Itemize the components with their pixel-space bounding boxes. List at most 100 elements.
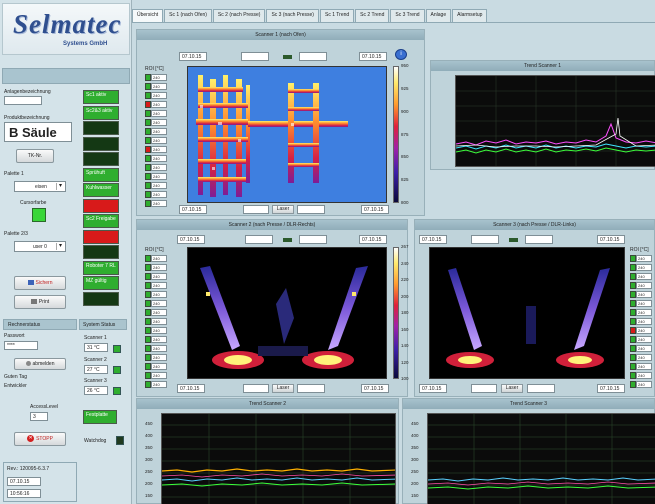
tab-1[interactable]: Sc 1 (nach Ofen) [164,9,212,23]
scanner1-bottom-field-b[interactable] [297,205,325,214]
tab-0[interactable]: Übersicht [132,9,164,23]
laser-led [509,238,518,242]
roi-row: 240 [145,273,170,281]
scanner1-bottom-field-a[interactable] [243,205,269,214]
roi-led [630,345,636,352]
roi-row: 240 [145,182,170,190]
roi-row: 240 [145,164,170,172]
roi-led [145,128,151,135]
roi-value: 240 [151,273,167,280]
roi-value: 240 [636,381,652,388]
y-tick-label: 450 [411,421,419,426]
roi-led [630,255,636,262]
roi-value: 240 [151,255,167,262]
password-field[interactable]: **** [4,341,38,350]
scale-tick-label: 825 [401,177,409,183]
tab-4[interactable]: Sc 1 Trend [319,9,355,23]
scanner2-date-bottom: 07.10.15 [177,384,205,393]
roi-led [145,327,151,334]
roi-row: 240 [145,381,170,389]
logout-icon [25,361,31,367]
tab-7[interactable]: Anlage [425,9,452,23]
tab-6[interactable]: Sc 3 Trend [390,9,425,23]
scale-tick-label: 180 [401,310,409,315]
printer-icon [30,299,37,305]
roi-row: 240 [145,137,170,145]
roi-value: 240 [636,327,652,334]
roi-value: 240 [636,309,652,316]
roi-led [145,200,151,207]
info-icon[interactable]: i [395,49,407,60]
roi-led [145,345,151,352]
roi-led [145,363,151,370]
scanner1-title: Scanner 1 (nach Ofen) [137,30,424,40]
scanner1-panel: Scanner 1 (nach Ofen) 07.10.15 07.10.15 … [136,29,425,216]
tab-5[interactable]: Sc 2 Trend [355,9,390,23]
status-indicator-2 [83,121,119,135]
logout-button[interactable]: abmelden [14,358,66,370]
scanner2-color-scale [393,247,399,379]
y-tick-label: 200 [411,481,419,486]
scanner2-bottom-field-a[interactable] [243,384,269,393]
scanner2-bottom-field-b[interactable] [297,384,325,393]
roi-row: 240 [630,345,655,353]
scale-tick-label: 267 [401,244,409,249]
scale-tick-label: 875 [401,131,409,137]
tab-2[interactable]: Sc 2 (nach Presse) [212,9,266,23]
scanner3-laser-button[interactable]: Laser [501,384,523,393]
scanner2-field-a[interactable] [245,235,273,244]
scanner3-date-right: 07.10.15 [597,235,625,244]
trend3-plot [427,413,655,504]
tab-8[interactable]: Alarmsetup [452,9,488,23]
scanner3-field-a[interactable] [471,235,499,244]
y-tick-label: 450 [145,421,153,426]
logo-wordmark: Selmatec [13,9,122,39]
roi-row: 240 [630,327,655,335]
scanner1-date-right: 07.10.15 [359,52,387,61]
scanner2-title: Scanner 2 (nach Presse / DLR-Rechts) [137,220,407,230]
save-button[interactable]: Sichern [14,276,66,290]
roi-led [145,182,151,189]
selmatec-logo: Selmatec Systems GmbH [2,3,130,55]
laser-led [283,238,292,242]
roi-row: 240 [145,173,170,181]
scanner3-title: Scanner 3 (nach Presse / DLR-Links) [415,220,654,230]
produkt-field[interactable]: B Säule [4,122,72,142]
tab-3[interactable]: Sc 3 (nach Presse) [266,9,319,23]
roi-value: 240 [151,191,167,198]
revision-box: Rev.: 120095-6.3.7 07.10.15 10:56:16 [3,462,77,502]
roi-value: 240 [636,372,652,379]
revision-text: Rev.: 120095-6.3.7 [7,466,50,472]
scale-tick-label: 925 [401,85,409,91]
scanner3-bottom-field-b[interactable] [527,384,555,393]
roi-value: 240 [636,264,652,271]
roi-row: 240 [145,264,170,272]
scanner1-status-led [113,345,121,353]
left-sidebar: Selmatec Systems GmbH Anlagenbezeichnung… [0,0,132,504]
palette23-select[interactable]: user 0 ▾ [14,241,66,252]
scanner2-field-b[interactable] [299,235,327,244]
tab-underline [132,22,655,23]
status-indicator-6: Kuhlwasser [83,183,119,197]
scanner1-field-b[interactable] [299,52,327,61]
anlagen-field[interactable] [4,96,42,105]
scanner1-laser-button[interactable]: Laser [272,205,294,214]
print-button[interactable]: Print [14,295,66,309]
stop-button[interactable]: ✕ STOPP [14,432,66,446]
roi-value: 240 [151,164,167,171]
scanner1-field-a[interactable] [241,52,269,61]
scanner3-field-b[interactable] [525,235,553,244]
scanner3-bottom-field-a[interactable] [471,384,497,393]
scanner2-laser-button[interactable]: Laser [272,384,294,393]
cursor-color-swatch[interactable] [32,208,46,222]
y-tick-label: 400 [411,433,419,438]
tk-button[interactable]: TK-Nr. [16,149,54,163]
palette1-select[interactable]: eisen ▾ [14,181,66,192]
roi-led [145,255,151,262]
roi-value: 240 [636,273,652,280]
roi-row: 240 [145,345,170,353]
time-readout: 10:56:16 [7,489,41,498]
roi-value: 240 [151,354,167,361]
roi-value: 240 [151,155,167,162]
roi-row: 240 [630,255,655,263]
